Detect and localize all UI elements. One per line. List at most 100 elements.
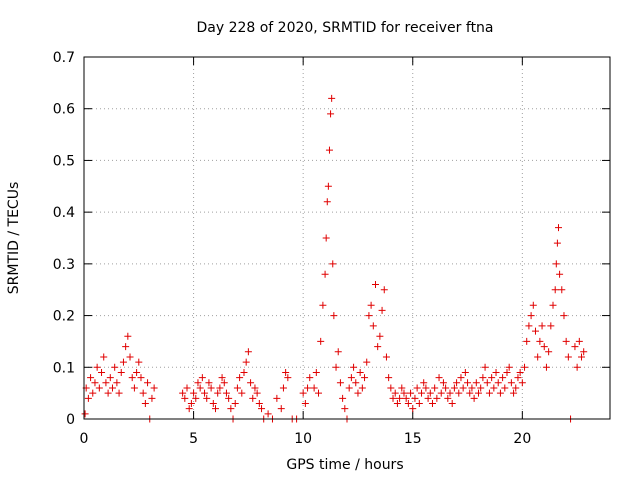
data-point: [84, 394, 92, 402]
data-point: [100, 353, 108, 361]
data-point: [299, 389, 307, 397]
data-point: [203, 394, 211, 402]
data-point: [573, 363, 581, 371]
data-point: [461, 368, 469, 376]
data-point: [181, 394, 189, 402]
data-point: [512, 384, 520, 392]
data-point: [233, 384, 241, 392]
data-point: [398, 384, 406, 392]
data-point: [209, 399, 217, 407]
data-point: [446, 389, 454, 397]
data-point: [435, 374, 443, 382]
data-point: [490, 384, 498, 392]
data-points: [81, 94, 588, 423]
data-point: [249, 394, 257, 402]
data-point: [501, 384, 509, 392]
data-point: [190, 389, 198, 397]
data-point: [284, 374, 292, 382]
data-point: [510, 389, 518, 397]
data-point: [244, 348, 252, 356]
data-point: [507, 379, 515, 387]
data-point: [382, 353, 390, 361]
data-point: [564, 353, 572, 361]
data-point: [494, 379, 502, 387]
data-point: [218, 374, 226, 382]
data-point: [95, 384, 103, 392]
data-point: [179, 389, 187, 397]
data-point: [128, 374, 136, 382]
data-point: [207, 384, 215, 392]
data-point: [126, 353, 134, 361]
data-point: [258, 405, 266, 413]
data-point: [310, 384, 318, 392]
data-point: [433, 394, 441, 402]
data-point: [264, 410, 272, 418]
data-point: [475, 389, 482, 397]
data-point: [238, 389, 246, 397]
data-point: [196, 384, 204, 392]
data-point: [255, 399, 263, 407]
data-point: [470, 394, 478, 402]
data-point: [450, 384, 458, 392]
y-tick-label: 0.4: [53, 205, 75, 221]
data-point: [111, 363, 119, 371]
data-point: [329, 260, 337, 268]
data-point: [448, 399, 456, 407]
data-point: [534, 353, 542, 361]
data-point: [91, 379, 99, 387]
data-point: [334, 348, 342, 356]
data-point: [322, 234, 330, 242]
data-point: [483, 379, 491, 387]
data-point: [385, 374, 393, 382]
data-point: [571, 343, 579, 351]
data-point: [141, 399, 149, 407]
data-point: [222, 389, 230, 397]
data-point: [89, 389, 97, 397]
data-point: [426, 389, 434, 397]
data-point: [93, 363, 101, 371]
data-point: [431, 384, 439, 392]
data-point: [538, 322, 546, 330]
data-point: [352, 379, 360, 387]
data-point: [304, 384, 312, 392]
data-point: [227, 405, 235, 413]
data-point: [387, 384, 395, 392]
data-point: [115, 389, 123, 397]
data-point: [327, 110, 335, 118]
data-point: [477, 384, 485, 392]
data-point: [192, 394, 200, 402]
data-point: [560, 312, 568, 320]
data-point: [542, 363, 550, 371]
data-point: [124, 332, 132, 340]
data-point: [453, 379, 461, 387]
data-point: [455, 389, 463, 397]
data-point: [312, 368, 320, 376]
data-point: [479, 374, 487, 382]
data-point: [396, 394, 404, 402]
data-point: [363, 358, 371, 366]
data-point: [240, 368, 248, 376]
data-point: [424, 394, 432, 402]
data-point: [547, 322, 555, 330]
data-point: [367, 301, 375, 309]
data-point: [214, 389, 222, 397]
data-point: [439, 379, 447, 387]
data-point: [328, 94, 336, 102]
data-point: [358, 384, 366, 392]
data-point: [554, 224, 562, 232]
data-point: [404, 399, 412, 407]
data-point: [323, 198, 331, 206]
data-point: [562, 337, 570, 345]
data-point: [133, 368, 141, 376]
data-point: [529, 301, 537, 309]
data-point: [205, 379, 213, 387]
data-point: [556, 270, 564, 278]
data-point: [525, 322, 533, 330]
data-point: [137, 374, 145, 382]
y-tick-label: 0.6: [53, 102, 75, 118]
data-point: [400, 389, 408, 397]
data-point: [361, 374, 369, 382]
data-point: [102, 379, 110, 387]
data-point: [135, 358, 143, 366]
data-point: [376, 332, 384, 340]
